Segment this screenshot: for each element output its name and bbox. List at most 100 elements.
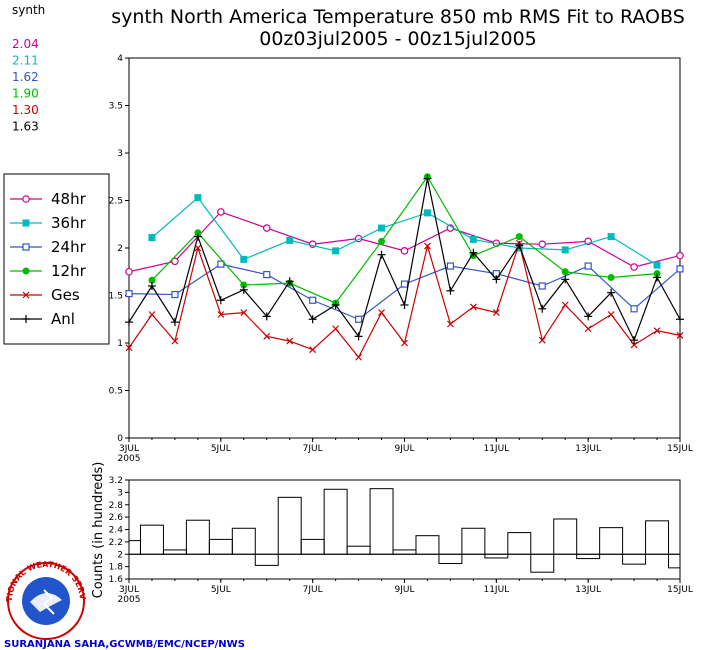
data-point (561, 246, 569, 254)
count-bar (139, 524, 164, 555)
data-point (262, 224, 271, 232)
chart-title-line2: 00z03jul2005 - 00z15jul2005 (259, 28, 537, 50)
top-ytick-label: 3 (117, 149, 123, 159)
data-point (630, 336, 639, 345)
data-point (676, 315, 684, 324)
data-point (125, 267, 133, 276)
top-ytick-label: 2 (117, 244, 123, 254)
stat-value: 1.63 (12, 120, 39, 134)
legend-marker (22, 291, 30, 299)
data-point (240, 281, 248, 289)
series-24hr (125, 260, 684, 323)
chart-title-line1: synth North America Temperature 850 mb R… (111, 6, 685, 28)
bottom-xtick-label: 9JUL (395, 585, 415, 595)
data-point (147, 282, 156, 290)
data-point (309, 296, 317, 304)
data-point (332, 247, 340, 255)
top-ytick-label: 0.5 (109, 387, 123, 397)
top-xtick-label: 15JUL (667, 444, 693, 454)
data-point (469, 235, 477, 243)
data-point (492, 275, 501, 284)
count-bar (599, 527, 624, 555)
data-point (423, 174, 432, 183)
series-Anl (125, 174, 684, 345)
data-point (446, 320, 454, 328)
series-line (151, 196, 658, 266)
top-ytick-label: 4 (117, 54, 123, 64)
count-bar (553, 518, 578, 555)
legend-label: 36hr (51, 214, 87, 232)
data-point (400, 301, 409, 309)
bottom-frame (128, 479, 681, 580)
data-point (401, 339, 408, 347)
legend-marker (22, 195, 30, 203)
data-point (240, 255, 248, 263)
bottom-ytick-label: 2.4 (109, 526, 124, 536)
data-point (630, 341, 638, 349)
data-point (676, 331, 684, 339)
series-line (128, 178, 681, 342)
series-line (151, 175, 658, 304)
data-point (377, 250, 386, 259)
bottom-ytick-label: 3.2 (109, 476, 123, 486)
count-bar (576, 553, 601, 560)
top-ytick-label: 1.5 (109, 292, 123, 302)
data-point (446, 262, 455, 270)
data-point (653, 327, 661, 335)
data-point (354, 332, 363, 341)
top-xtick-label: 7JUL (303, 444, 323, 454)
top-xtick-label: 9JUL (395, 444, 415, 454)
data-point (538, 304, 547, 313)
data-point (125, 318, 133, 327)
top-ytick-label: 3.5 (109, 102, 123, 112)
bottom-ytick-label: 1.8 (109, 563, 124, 573)
bottom-ytick-label: 2 (117, 550, 123, 560)
data-point (400, 247, 409, 255)
bottom-ytick-label: 2.8 (109, 501, 124, 511)
data-point (469, 303, 477, 311)
legend-label: 12hr (51, 262, 87, 280)
count-bar (415, 535, 440, 555)
bottom-ytick-label: 2.2 (109, 538, 123, 548)
data-point (125, 344, 133, 352)
data-point (469, 248, 478, 257)
data-point (263, 271, 271, 279)
data-point (378, 309, 385, 317)
legend-label: 48hr (51, 190, 87, 208)
bottom-ytick-label: 3 (117, 488, 123, 498)
data-point (400, 280, 409, 288)
data-point (653, 261, 661, 269)
bottom-ytick-label: 2.6 (109, 513, 124, 523)
stat-value: 2.11 (12, 54, 39, 68)
top-xtick-label: 3JUL (119, 444, 139, 454)
legend-marker (22, 219, 30, 227)
data-point (423, 209, 431, 217)
data-point (653, 273, 662, 282)
data-point (286, 236, 294, 244)
data-point (240, 309, 248, 317)
legend-label: Ges (51, 286, 80, 304)
count-bar (346, 545, 371, 555)
data-point (332, 325, 340, 333)
data-point (239, 285, 248, 294)
data-point (607, 273, 615, 281)
data-point (561, 275, 570, 284)
count-bar (231, 527, 256, 555)
data-point (515, 241, 524, 250)
data-point (171, 337, 179, 345)
top-xtick-label: 13JUL (575, 444, 601, 454)
top-ytick-label: 2.5 (109, 197, 123, 207)
data-point (148, 311, 156, 318)
data-point (561, 268, 569, 276)
data-point (515, 233, 523, 241)
data-point (309, 346, 317, 354)
top-xtick-sublabel: 2005 (118, 454, 141, 464)
stats-values: 2.04 2.11 1.62 1.90 1.30 1.63 (12, 37, 39, 134)
data-point (584, 325, 592, 333)
bottom-xtick-label: 7JUL (303, 585, 323, 595)
series-line (128, 263, 681, 320)
data-point (538, 282, 546, 290)
data-point (538, 240, 547, 249)
count-bar (461, 527, 486, 555)
